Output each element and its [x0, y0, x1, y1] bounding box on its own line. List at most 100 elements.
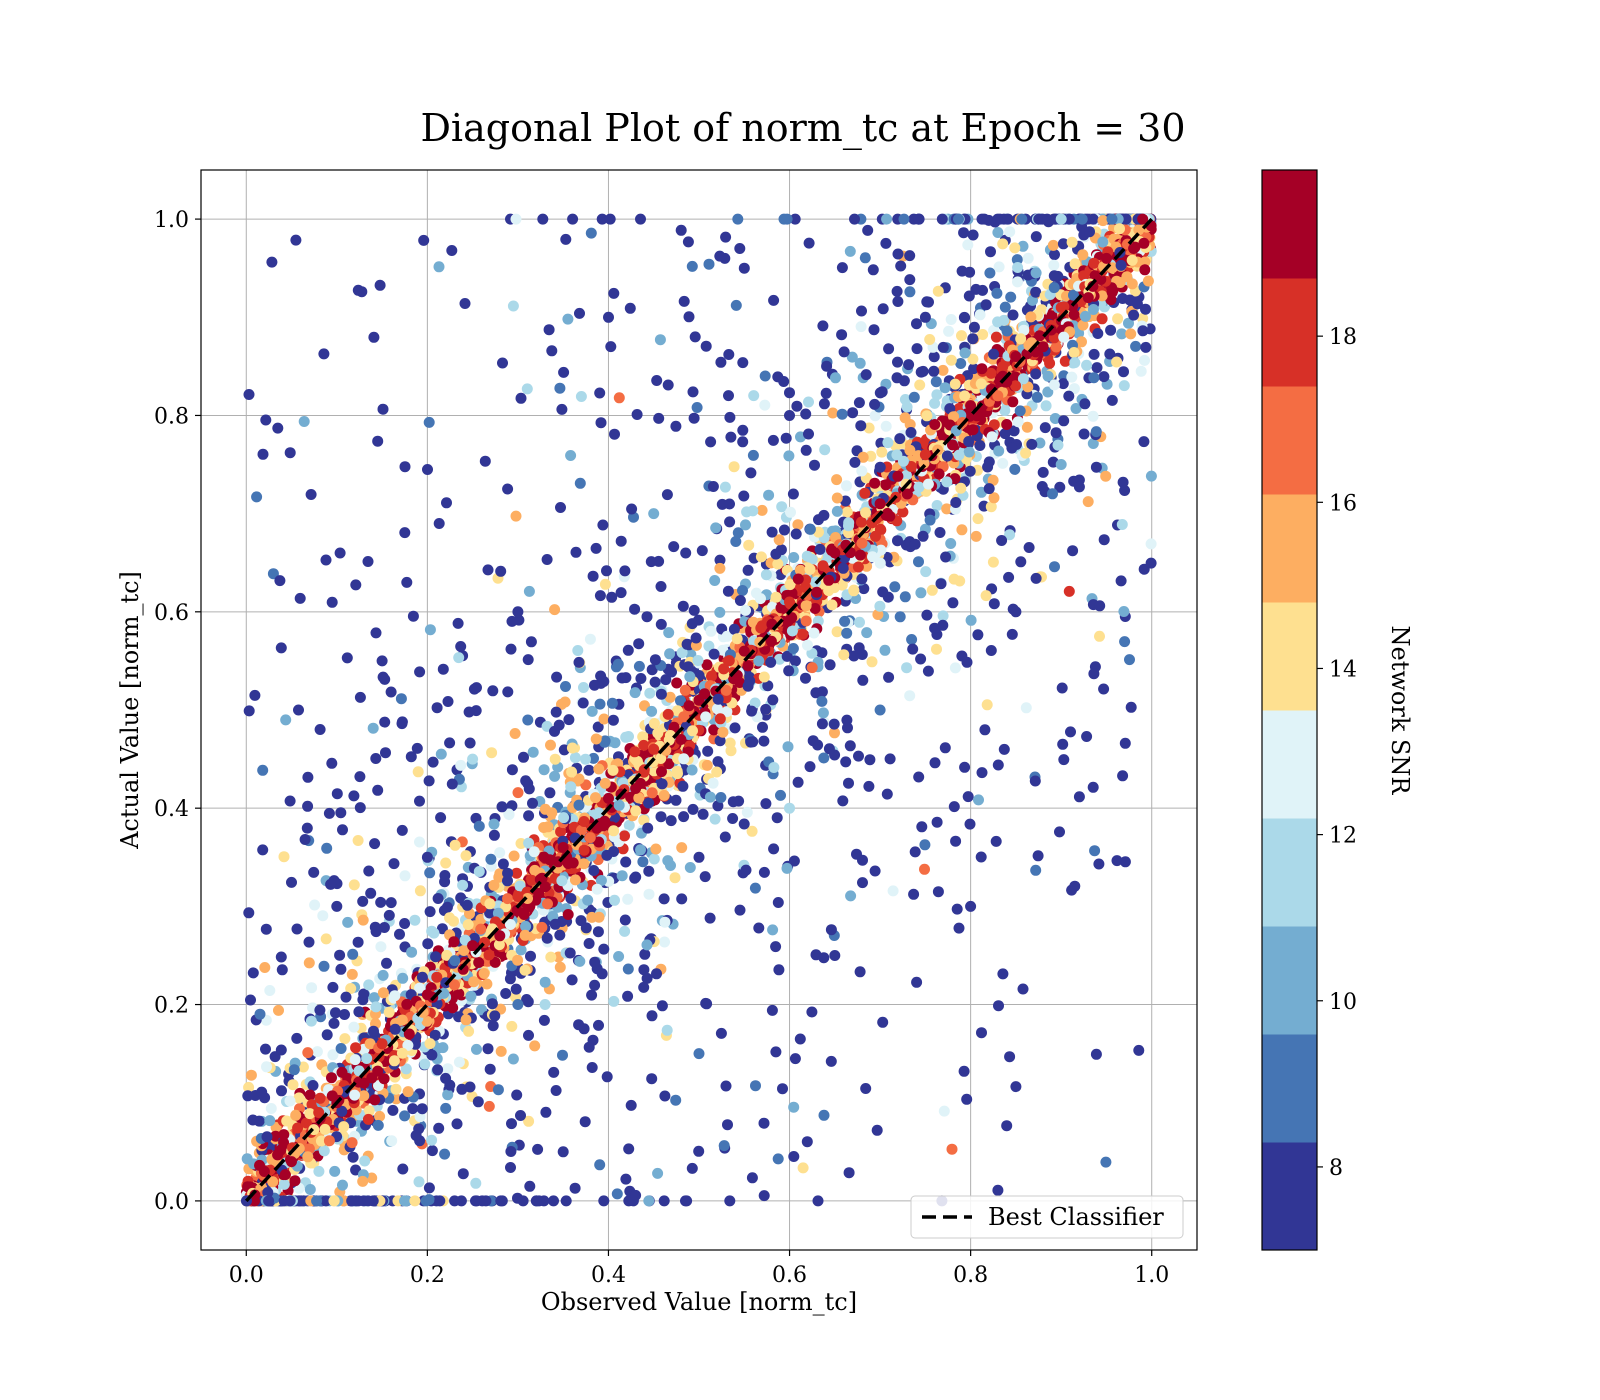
- data-point: [855, 321, 867, 333]
- data-point: [637, 731, 649, 743]
- data-point: [641, 611, 653, 623]
- data-point: [1078, 270, 1090, 282]
- data-point: [937, 364, 949, 376]
- data-point: [891, 285, 903, 297]
- data-point: [488, 879, 500, 891]
- data-point: [397, 972, 409, 984]
- data-point: [956, 330, 967, 342]
- data-point: [569, 752, 581, 764]
- data-point: [583, 764, 595, 776]
- data-point: [241, 1153, 253, 1165]
- data-point: [556, 403, 568, 415]
- data-point: [771, 812, 783, 824]
- data-point: [538, 1014, 550, 1026]
- data-point: [422, 464, 433, 475]
- data-point: [541, 932, 553, 944]
- data-point: [327, 1049, 339, 1061]
- data-point: [601, 565, 612, 577]
- data-point: [441, 497, 452, 509]
- data-point: [894, 611, 906, 623]
- data-point: [294, 592, 306, 604]
- data-point: [436, 923, 448, 935]
- data-point: [518, 751, 529, 763]
- data-point: [377, 969, 389, 981]
- data-point: [904, 274, 916, 286]
- data-point: [1112, 313, 1124, 325]
- data-point: [622, 893, 634, 905]
- data-point: [789, 655, 801, 667]
- data-point: [542, 821, 554, 833]
- data-point: [1023, 542, 1035, 553]
- data-point: [1042, 370, 1054, 382]
- data-point: [869, 410, 881, 422]
- data-point: [938, 1105, 950, 1117]
- data-point: [399, 461, 411, 473]
- data-point: [976, 1027, 987, 1039]
- data-point: [374, 279, 386, 291]
- data-point: [770, 941, 782, 953]
- data-point: [980, 299, 992, 311]
- data-point: [827, 407, 839, 419]
- data-point: [347, 1151, 359, 1163]
- data-point: [816, 647, 828, 659]
- data-point: [772, 558, 784, 570]
- data-point: [909, 846, 921, 858]
- data-point: [545, 739, 556, 751]
- data-point: [1139, 256, 1151, 268]
- data-point: [554, 961, 566, 973]
- data-point: [374, 1110, 386, 1122]
- data-point: [686, 260, 698, 272]
- data-point: [276, 1085, 287, 1097]
- data-point: [599, 578, 611, 590]
- data-point: [522, 714, 534, 726]
- data-point: [641, 972, 653, 984]
- data-point: [998, 743, 1010, 755]
- data-point: [249, 689, 261, 701]
- data-point: [1124, 654, 1135, 666]
- data-point: [1057, 378, 1069, 390]
- data-point: [792, 776, 804, 788]
- data-point: [792, 519, 804, 531]
- data-point: [560, 233, 572, 245]
- data-point: [591, 883, 603, 895]
- data-point: [993, 261, 1005, 273]
- data-point: [831, 626, 843, 638]
- data-point: [671, 677, 683, 689]
- data-point: [303, 936, 315, 948]
- data-point: [734, 904, 746, 916]
- data-point: [430, 951, 442, 963]
- data-point: [569, 1182, 581, 1194]
- data-point: [808, 627, 820, 639]
- data-point: [929, 757, 941, 769]
- data-point: [817, 707, 829, 719]
- data-point: [958, 227, 970, 239]
- data-point: [479, 455, 491, 467]
- data-point: [320, 554, 332, 566]
- data-point: [260, 923, 272, 935]
- data-point: [1039, 422, 1051, 434]
- data-point: [426, 1145, 438, 1157]
- data-point: [638, 964, 650, 976]
- data-point: [879, 644, 891, 656]
- data-point: [596, 213, 608, 225]
- data-point: [670, 794, 682, 806]
- data-point: [370, 1001, 382, 1013]
- data-point: [348, 790, 360, 802]
- data-point: [626, 503, 638, 515]
- data-point: [985, 501, 997, 513]
- data-point: [928, 351, 940, 363]
- data-point: [377, 403, 389, 415]
- data-point: [955, 358, 967, 369]
- data-point: [963, 446, 975, 458]
- data-point: [598, 943, 610, 955]
- data-point: [645, 556, 657, 568]
- data-point: [936, 213, 948, 225]
- data-point: [1054, 481, 1066, 493]
- data-point: [797, 628, 809, 640]
- data-point: [298, 416, 310, 427]
- data-point: [738, 490, 750, 502]
- data-point: [710, 522, 722, 534]
- data-point: [967, 424, 979, 436]
- data-point: [589, 979, 601, 991]
- data-point: [753, 655, 765, 667]
